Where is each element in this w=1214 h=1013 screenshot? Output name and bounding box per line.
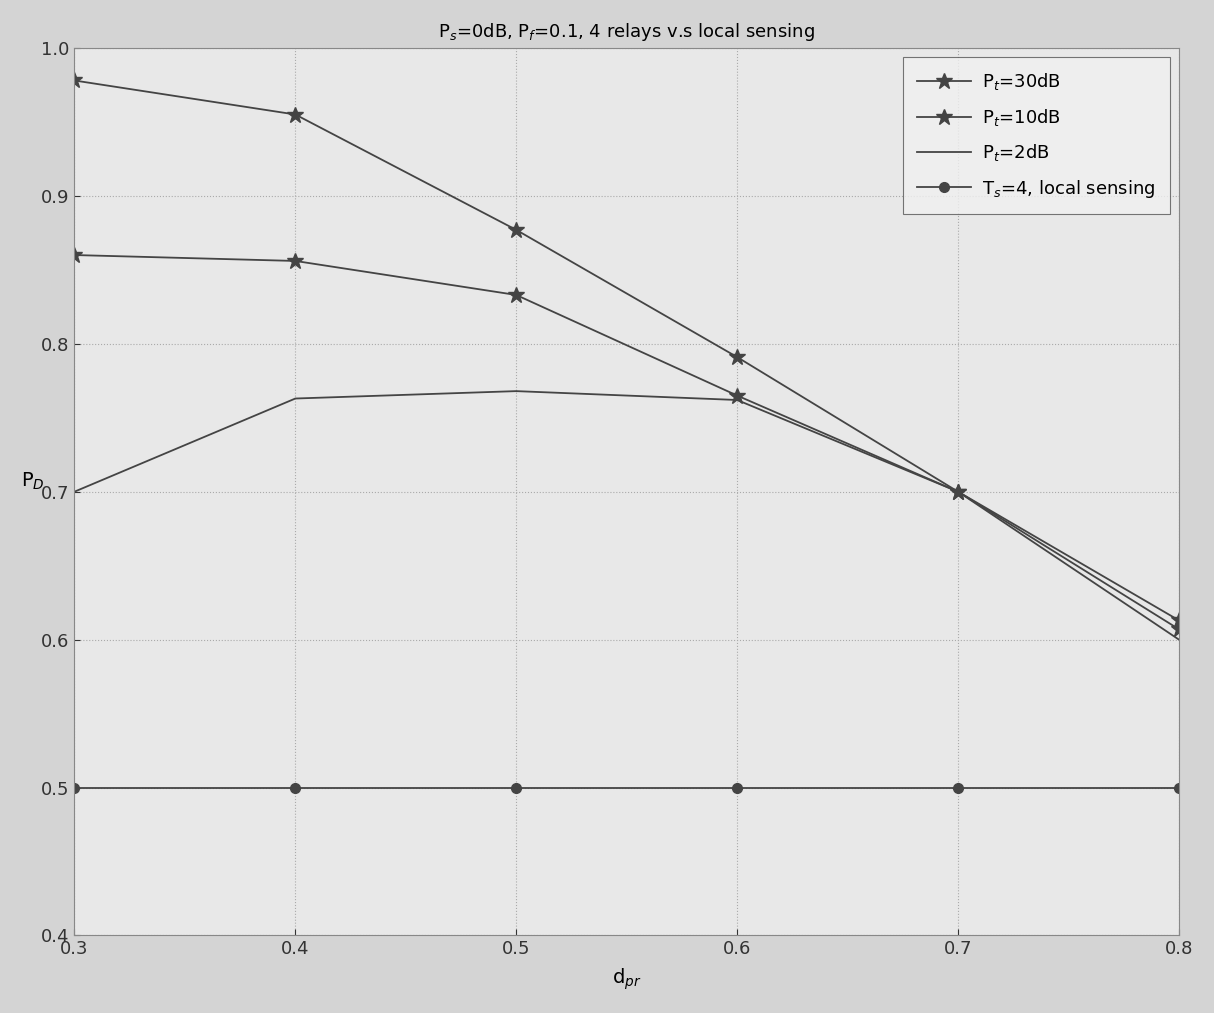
T$_s$=4, local sensing xyxy=(509,781,523,793)
P$_t$=2dB xyxy=(288,392,302,404)
P$_t$=10dB xyxy=(730,389,744,401)
P$_t$=30dB xyxy=(951,485,965,497)
P$_t$=30dB xyxy=(730,352,744,364)
P$_t$=30dB xyxy=(509,224,523,236)
P$_t$=10dB xyxy=(288,255,302,267)
T$_s$=4, local sensing xyxy=(1172,781,1186,793)
Line: P$_t$=2dB: P$_t$=2dB xyxy=(74,391,1179,639)
Y-axis label: P$_D$: P$_D$ xyxy=(21,470,45,491)
P$_t$=10dB xyxy=(67,249,81,261)
P$_t$=10dB xyxy=(1172,623,1186,635)
P$_t$=2dB xyxy=(1172,633,1186,645)
T$_s$=4, local sensing xyxy=(951,781,965,793)
P$_t$=2dB xyxy=(951,485,965,497)
P$_t$=2dB xyxy=(730,394,744,406)
P$_t$=30dB xyxy=(1172,614,1186,626)
Legend: P$_t$=30dB, P$_t$=10dB, P$_t$=2dB, T$_s$=4, local sensing: P$_t$=30dB, P$_t$=10dB, P$_t$=2dB, T$_s$… xyxy=(903,57,1170,214)
T$_s$=4, local sensing xyxy=(730,781,744,793)
T$_s$=4, local sensing xyxy=(288,781,302,793)
Line: P$_t$=10dB: P$_t$=10dB xyxy=(66,247,1187,637)
Line: P$_t$=30dB: P$_t$=30dB xyxy=(66,72,1187,629)
P$_t$=2dB xyxy=(67,485,81,497)
T$_s$=4, local sensing xyxy=(67,781,81,793)
P$_t$=30dB xyxy=(288,108,302,121)
Line: T$_s$=4, local sensing: T$_s$=4, local sensing xyxy=(69,783,1184,792)
Title: P$_s$=0dB, P$_f$=0.1, 4 relays v.s local sensing: P$_s$=0dB, P$_f$=0.1, 4 relays v.s local… xyxy=(438,21,815,43)
P$_t$=10dB xyxy=(509,289,523,301)
X-axis label: d$_{pr}$: d$_{pr}$ xyxy=(612,966,641,992)
P$_t$=2dB xyxy=(509,385,523,397)
P$_t$=10dB xyxy=(951,485,965,497)
P$_t$=30dB xyxy=(67,74,81,86)
